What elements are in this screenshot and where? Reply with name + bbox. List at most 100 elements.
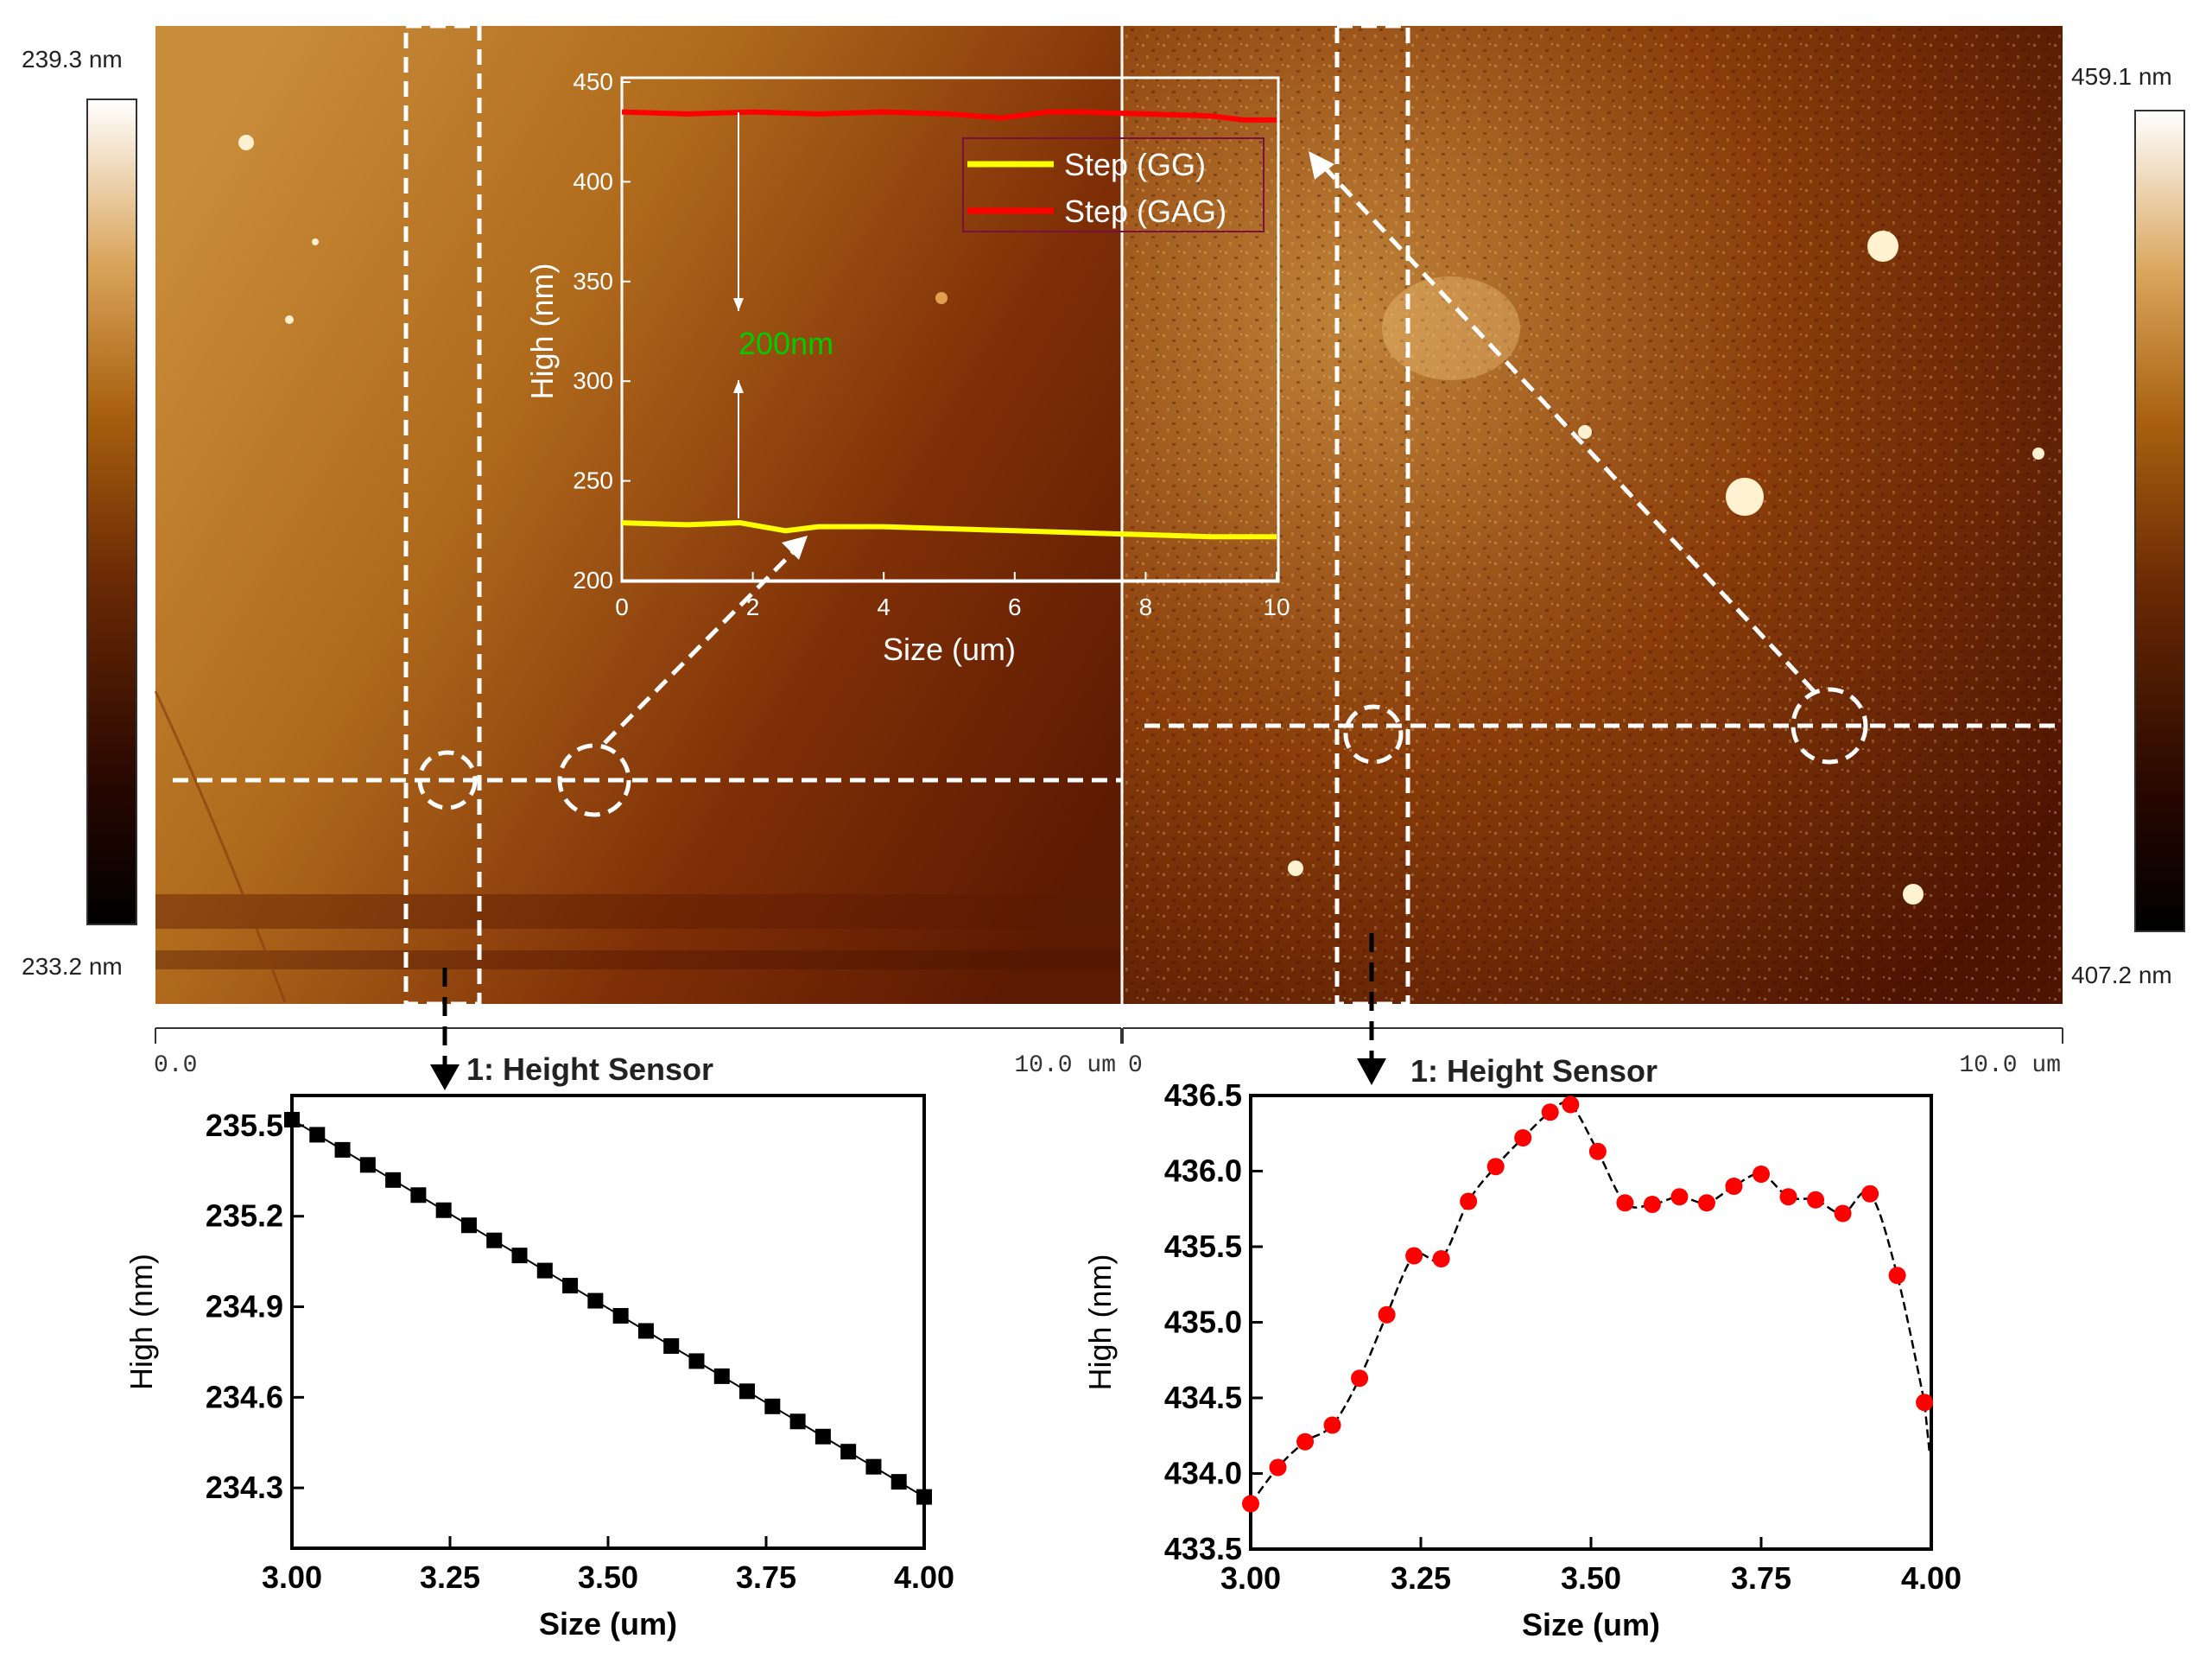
profile-y-axis-label: High (nm) — [124, 1254, 159, 1390]
arrowheads — [782, 151, 1334, 560]
left-step-circle — [557, 743, 631, 817]
right-profile-chart: 433.5 434.0 434.5 435.0 435.5 436.0 436.5 3.00 3… — [1082, 1077, 1962, 1642]
inset-lines — [621, 109, 1277, 540]
profile-y-tick-label: 435.5 — [1164, 1229, 1242, 1264]
profile-data-point — [1834, 1204, 1852, 1223]
right-step-circle — [1791, 687, 1868, 765]
profile-x-tick-label: 3.00 — [1220, 1560, 1281, 1596]
profile-data-point — [1697, 1194, 1715, 1212]
left-ruler: 0.0 10.0 um — [154, 1027, 1122, 1079]
profile-data-point — [1861, 1184, 1879, 1203]
left-profile-chart: 234.3 234.6 234.9 235.2 235.5 3.00 3.25 3.50 3.7… — [124, 1094, 954, 1642]
profile-data-point — [1888, 1267, 1906, 1285]
right-color-scale: 459.1 nm 407.2 nm — [2071, 63, 2185, 988]
profile-x-axis-label: Size (um) — [539, 1606, 677, 1642]
profile-x-tick-label: 3.25 — [420, 1559, 480, 1595]
inset-legend: Step (GG) Step (GAG) — [962, 137, 1264, 232]
inset-x-axis-label: Size (um) — [883, 632, 1016, 667]
inset-x-tick-label: 8 — [1139, 594, 1153, 620]
inset-y-tick-label: 350 — [573, 268, 613, 295]
right-scan-column — [1334, 23, 1410, 1007]
inset-y-tick-label: 400 — [573, 168, 613, 194]
profile-frame — [1249, 1094, 1933, 1551]
profile-x-tick-label: 3.25 — [1391, 1560, 1451, 1596]
profile-data-point — [865, 1458, 882, 1475]
profile-y-tick-label: 436.0 — [1164, 1153, 1242, 1189]
profile-data-point — [789, 1413, 806, 1430]
right-inset-arrowhead — [1309, 151, 1334, 180]
profile-data-point — [916, 1489, 932, 1505]
profile-y-tick-label: 235.2 — [206, 1198, 283, 1234]
profile-x-axis-label: Size (um) — [1522, 1607, 1660, 1642]
inset-y-tick-label: 250 — [573, 467, 613, 494]
profile-data-point — [385, 1172, 402, 1188]
profile-data-point — [1242, 1495, 1259, 1513]
profile-data-point — [764, 1398, 781, 1414]
right-ruler-end: 10.0 um — [1959, 1052, 2061, 1079]
right-profile-circle — [1343, 704, 1404, 765]
profile-data-point — [486, 1232, 503, 1248]
afm-guide-overlays — [173, 23, 2060, 1007]
inset-y-tick-label: 450 — [573, 68, 613, 95]
profile-series-line — [1249, 1101, 1931, 1505]
inset-x-tick-label: 4 — [877, 594, 891, 620]
left-profile-circle — [417, 750, 478, 810]
profile-y-tick-label: 234.9 — [206, 1289, 283, 1324]
profile-x-tick-label: 3.75 — [736, 1559, 796, 1595]
inset-series-line-gg — [621, 520, 1277, 540]
profile-data-point — [1643, 1196, 1661, 1213]
inset-x-tick-label: 10 — [1263, 594, 1290, 620]
profile-data-point — [1916, 1394, 1934, 1412]
profile-data-point — [1616, 1194, 1634, 1212]
profile-data-point — [1405, 1247, 1423, 1265]
profile-data-point — [1779, 1188, 1797, 1206]
profile-data-point — [359, 1157, 376, 1173]
profile-x-tick-label: 3.75 — [1731, 1560, 1791, 1596]
profile-data-point — [688, 1353, 705, 1369]
step-height-label: 200nm — [738, 326, 833, 361]
right-scale-min: 407.2 nm — [2071, 962, 2172, 988]
profile-data-point — [612, 1308, 629, 1324]
profile-data-point — [410, 1187, 427, 1204]
inset-legend-box — [962, 137, 1264, 232]
profile-data-point — [814, 1428, 831, 1445]
profile-data-point — [663, 1337, 680, 1354]
profile-data-point — [1588, 1142, 1607, 1160]
left-profile-arrowhead — [430, 1064, 460, 1090]
profile-data-point — [1670, 1188, 1689, 1206]
profile-y-tick-label: 433.5 — [1164, 1531, 1242, 1566]
profile-data-point — [435, 1202, 452, 1218]
profile-data-point — [1807, 1191, 1825, 1209]
profile-y-tick-label: 235.5 — [206, 1108, 283, 1143]
profile-data-point — [891, 1474, 907, 1490]
profile-y-tick-label: 434.0 — [1164, 1456, 1242, 1491]
profile-data-point — [739, 1383, 756, 1400]
profile-data-point — [1460, 1192, 1478, 1210]
inset-x-tick-label: 0 — [615, 594, 629, 620]
profile-data-point — [562, 1278, 579, 1294]
profile-data-point — [511, 1248, 528, 1264]
profile-data-point — [460, 1217, 477, 1234]
profile-data-point — [1432, 1250, 1450, 1267]
profile-data-point — [1269, 1458, 1287, 1477]
left-ruler-end: 10.0 um — [1014, 1052, 1116, 1079]
left-scale-max: 239.3 nm — [22, 46, 123, 73]
left-scale-min: 233.2 nm — [22, 953, 123, 980]
left-afm-image — [154, 26, 1121, 1004]
profile-x-tick-label: 3.50 — [1561, 1560, 1621, 1596]
left-inset-arrowhead — [782, 536, 808, 560]
right-ruler: 0 10.0 um — [1122, 1027, 2063, 1079]
inset-axes: 200 250 300 350 400 450 0 2 4 6 8 10 Size (um) High (… — [524, 68, 1290, 667]
right-profile-title: 1: Height Sensor — [1410, 1053, 1657, 1089]
inset-y-tick-label: 300 — [573, 367, 613, 394]
profile-data-point — [1378, 1305, 1396, 1324]
profile-data-point — [334, 1141, 351, 1158]
profile-x-tick-label: 3.00 — [262, 1559, 322, 1595]
profile-y-tick-label: 234.3 — [206, 1470, 283, 1505]
left-scan-column — [403, 23, 482, 1007]
profile-data-point — [284, 1111, 300, 1127]
profile-y-tick-label: 436.5 — [1164, 1077, 1242, 1113]
profile-data-point — [1514, 1129, 1532, 1146]
profile-y-tick-label: 434.5 — [1164, 1380, 1242, 1415]
